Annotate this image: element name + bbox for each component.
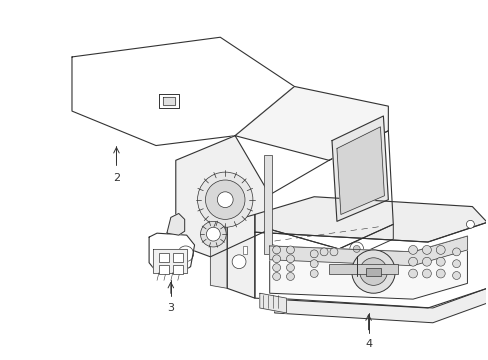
Circle shape <box>205 180 244 219</box>
Bar <box>243 246 246 254</box>
Polygon shape <box>269 224 392 264</box>
Circle shape <box>286 246 294 254</box>
Polygon shape <box>163 97 174 105</box>
Circle shape <box>286 255 294 263</box>
Bar <box>328 264 397 274</box>
Circle shape <box>197 172 252 227</box>
Polygon shape <box>336 127 384 215</box>
Bar <box>159 265 168 274</box>
Circle shape <box>272 273 280 280</box>
Polygon shape <box>149 233 194 273</box>
Polygon shape <box>153 249 186 273</box>
Circle shape <box>422 269 430 278</box>
Polygon shape <box>235 86 387 160</box>
Polygon shape <box>259 293 286 313</box>
Polygon shape <box>254 222 486 308</box>
Polygon shape <box>254 197 486 242</box>
Circle shape <box>206 227 220 241</box>
Circle shape <box>452 271 460 279</box>
Circle shape <box>200 221 226 247</box>
Circle shape <box>408 246 417 254</box>
Circle shape <box>435 246 444 254</box>
Polygon shape <box>331 116 387 221</box>
Circle shape <box>217 192 233 208</box>
Bar <box>263 156 271 254</box>
Circle shape <box>422 246 430 254</box>
Polygon shape <box>210 222 227 288</box>
Circle shape <box>178 246 193 262</box>
Bar <box>172 265 183 274</box>
Circle shape <box>452 260 460 267</box>
Circle shape <box>349 242 363 256</box>
Circle shape <box>286 264 294 271</box>
Circle shape <box>272 246 280 254</box>
Circle shape <box>452 248 460 256</box>
Circle shape <box>466 220 473 228</box>
Polygon shape <box>274 288 486 323</box>
Circle shape <box>309 260 318 267</box>
Circle shape <box>309 250 318 258</box>
Polygon shape <box>227 215 254 298</box>
Circle shape <box>351 250 394 293</box>
Polygon shape <box>175 136 269 257</box>
Polygon shape <box>269 131 392 249</box>
Circle shape <box>359 258 386 285</box>
Text: 4: 4 <box>364 339 371 350</box>
Polygon shape <box>166 213 184 235</box>
Circle shape <box>408 257 417 266</box>
Circle shape <box>272 264 280 271</box>
Polygon shape <box>72 37 294 145</box>
Circle shape <box>435 257 444 266</box>
Text: 1: 1 <box>352 285 360 295</box>
Circle shape <box>422 257 430 266</box>
Circle shape <box>309 270 318 278</box>
Bar <box>159 253 168 262</box>
Circle shape <box>286 273 294 280</box>
Circle shape <box>435 269 444 278</box>
Circle shape <box>272 255 280 263</box>
Bar <box>365 267 381 275</box>
Polygon shape <box>159 94 179 108</box>
Circle shape <box>329 248 337 256</box>
Text: 3: 3 <box>167 303 174 313</box>
Bar <box>172 253 183 262</box>
Polygon shape <box>269 236 467 266</box>
Circle shape <box>408 269 417 278</box>
Text: 2: 2 <box>113 173 120 183</box>
Circle shape <box>352 246 360 252</box>
Circle shape <box>320 248 327 256</box>
Polygon shape <box>269 236 467 299</box>
Circle shape <box>232 255 245 269</box>
